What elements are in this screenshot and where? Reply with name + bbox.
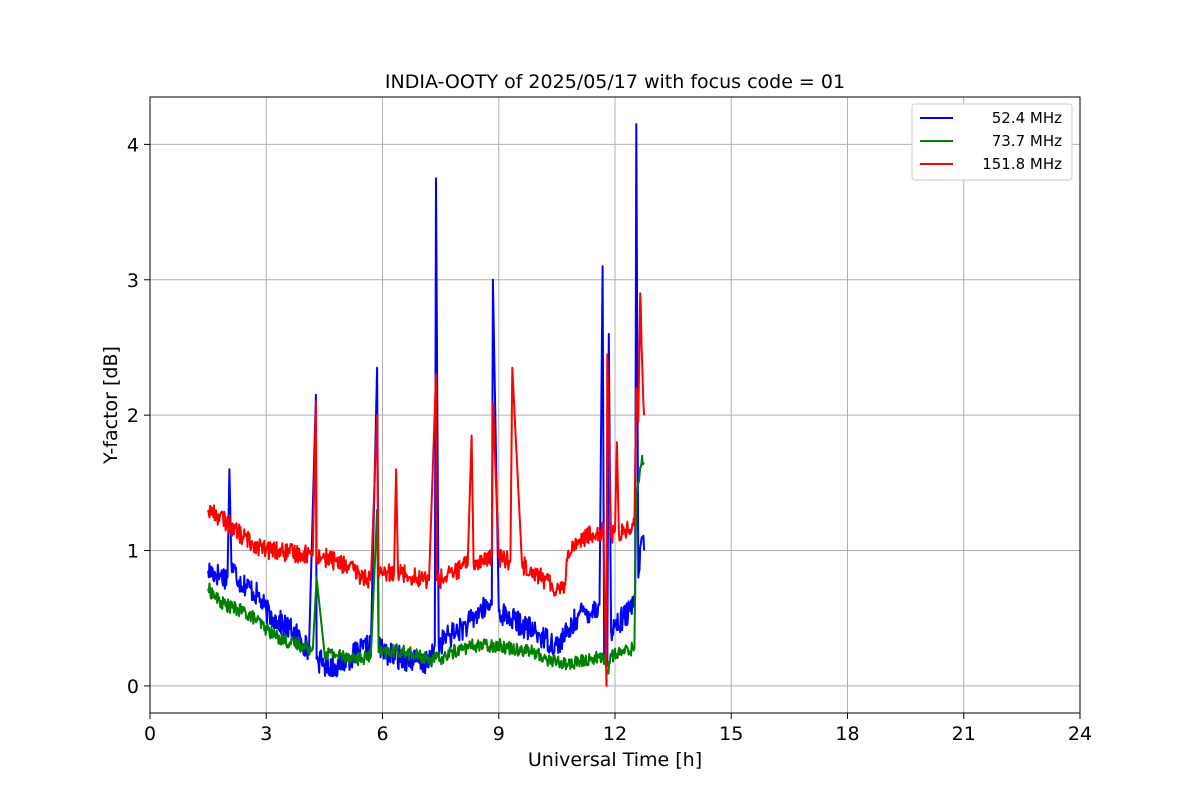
legend-label: 52.4 MHz: [992, 109, 1062, 127]
y-tick-label: 1: [127, 541, 139, 563]
x-tick-label: 0: [144, 723, 156, 745]
legend-box: [911, 103, 1073, 181]
y-tick-label: 2: [127, 405, 139, 427]
y-axis-label: Y-factor [dB]: [100, 346, 122, 465]
x-tick-label: 6: [376, 723, 388, 745]
y-tick-label: 3: [127, 270, 139, 292]
x-tick-label: 3: [260, 723, 272, 745]
x-axis-ticks: 0 3 6 9 12 15 18 21 24: [144, 713, 1092, 745]
series-line: [207, 454, 645, 675]
legend-label: 151.8 MHz: [982, 155, 1062, 173]
legend-label: 73.7 MHz: [992, 132, 1062, 150]
x-tick-label: 9: [493, 723, 505, 745]
x-tick-label: 15: [719, 723, 743, 745]
y-tick-label: 0: [127, 676, 139, 698]
y-axis-ticks: 0 1 2 3 4: [127, 134, 150, 698]
series-group: [207, 123, 646, 687]
y-tick-label: 4: [127, 134, 139, 156]
x-axis-label: Universal Time [h]: [528, 749, 702, 771]
x-tick-label: 24: [1068, 723, 1092, 745]
legend: 52.4 MHz 73.7 MHz 151.8 MHz: [911, 103, 1073, 181]
x-tick-label: 18: [835, 723, 859, 745]
chart-title: INDIA-OOTY of 2025/05/17 with focus code…: [385, 71, 845, 93]
x-tick-label: 21: [952, 723, 976, 745]
series-line: [207, 292, 646, 687]
x-tick-label: 12: [603, 723, 627, 745]
